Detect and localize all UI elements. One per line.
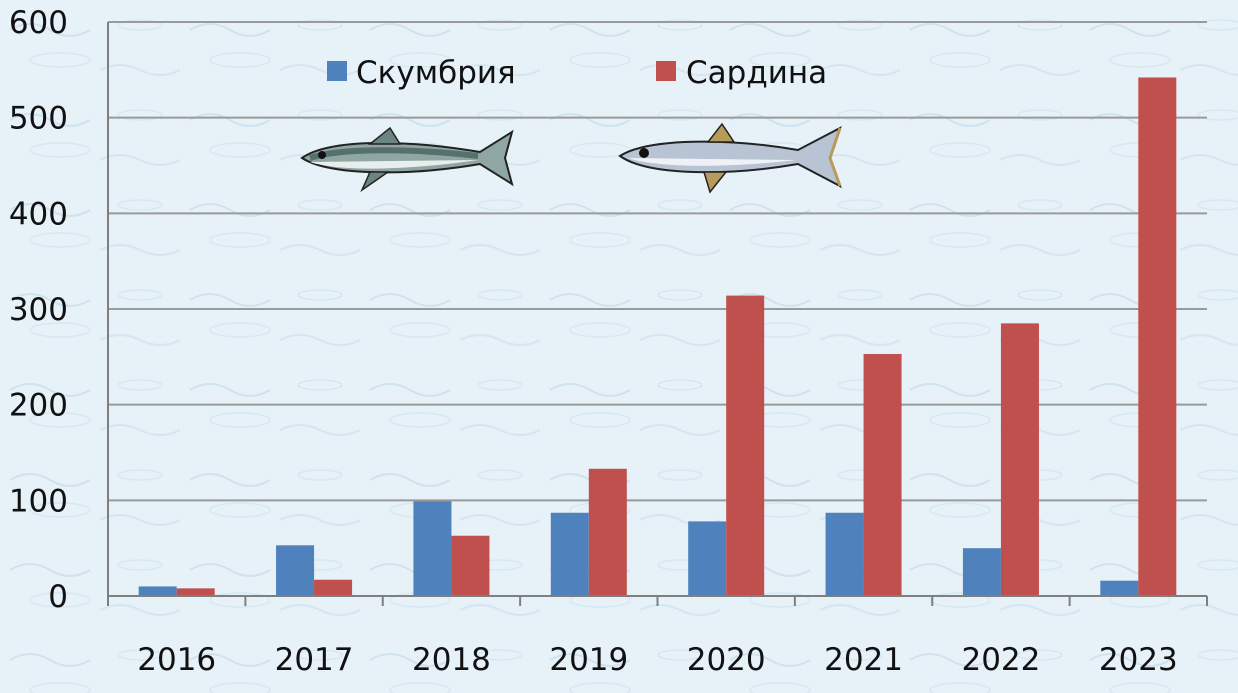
bar-sardine-2018 — [451, 535, 490, 596]
x-tick-labels: 2016 2017 2018 2019 2020 2021 2022 2023 — [137, 642, 1178, 678]
legend: Скумбрия Сардина — [327, 55, 827, 91]
y-tick-label: 400 — [9, 196, 68, 232]
bar-sardine-2019 — [588, 468, 627, 596]
x-tick-label: 2018 — [412, 642, 491, 678]
bar-mackerel-2016 — [138, 586, 177, 596]
y-tick-label: 0 — [48, 579, 68, 615]
legend-label-mackerel: Скумбрия — [356, 55, 516, 91]
bars — [138, 77, 1177, 596]
y-tick-label: 600 — [9, 5, 68, 41]
legend-label-sardine: Сардина — [686, 55, 827, 91]
bar-sardine-2022 — [1000, 323, 1039, 596]
x-tick-label: 2023 — [1099, 642, 1178, 678]
bar-mackerel-2023 — [1100, 580, 1139, 596]
y-tick-label: 100 — [9, 483, 68, 519]
legend-swatch-sardine — [656, 61, 676, 81]
bar-sardine-2016 — [176, 588, 215, 596]
sardine-fish-icon — [618, 122, 842, 194]
x-tick-label: 2019 — [549, 642, 628, 678]
mackerel-fish-icon — [300, 126, 514, 193]
x-tick-label: 2016 — [137, 642, 216, 678]
y-tick-label: 200 — [9, 388, 68, 424]
x-tick-label: 2017 — [275, 642, 354, 678]
axes — [107, 22, 1208, 606]
bar-sardine-2020 — [726, 295, 765, 596]
bar-mackerel-2021 — [825, 512, 864, 596]
bar-mackerel-2022 — [962, 548, 1001, 596]
bar-sardine-2023 — [1138, 77, 1177, 596]
y-tick-label: 300 — [9, 292, 68, 328]
y-tick-labels: 0 100 200 300 400 500 600 — [9, 5, 68, 615]
y-tick-label: 500 — [9, 101, 68, 137]
bar-sardine-2021 — [863, 353, 902, 596]
x-tick-label: 2021 — [824, 642, 903, 678]
bar-sardine-2017 — [314, 579, 353, 596]
bar-mackerel-2020 — [688, 521, 727, 596]
gridlines — [108, 21, 1207, 502]
bar-mackerel-2017 — [276, 545, 315, 596]
legend-swatch-mackerel — [327, 61, 347, 81]
bar-mackerel-2019 — [550, 512, 589, 596]
bar-mackerel-2018 — [413, 501, 452, 596]
x-tick-label: 2022 — [961, 642, 1040, 678]
x-tick-label: 2020 — [687, 642, 766, 678]
